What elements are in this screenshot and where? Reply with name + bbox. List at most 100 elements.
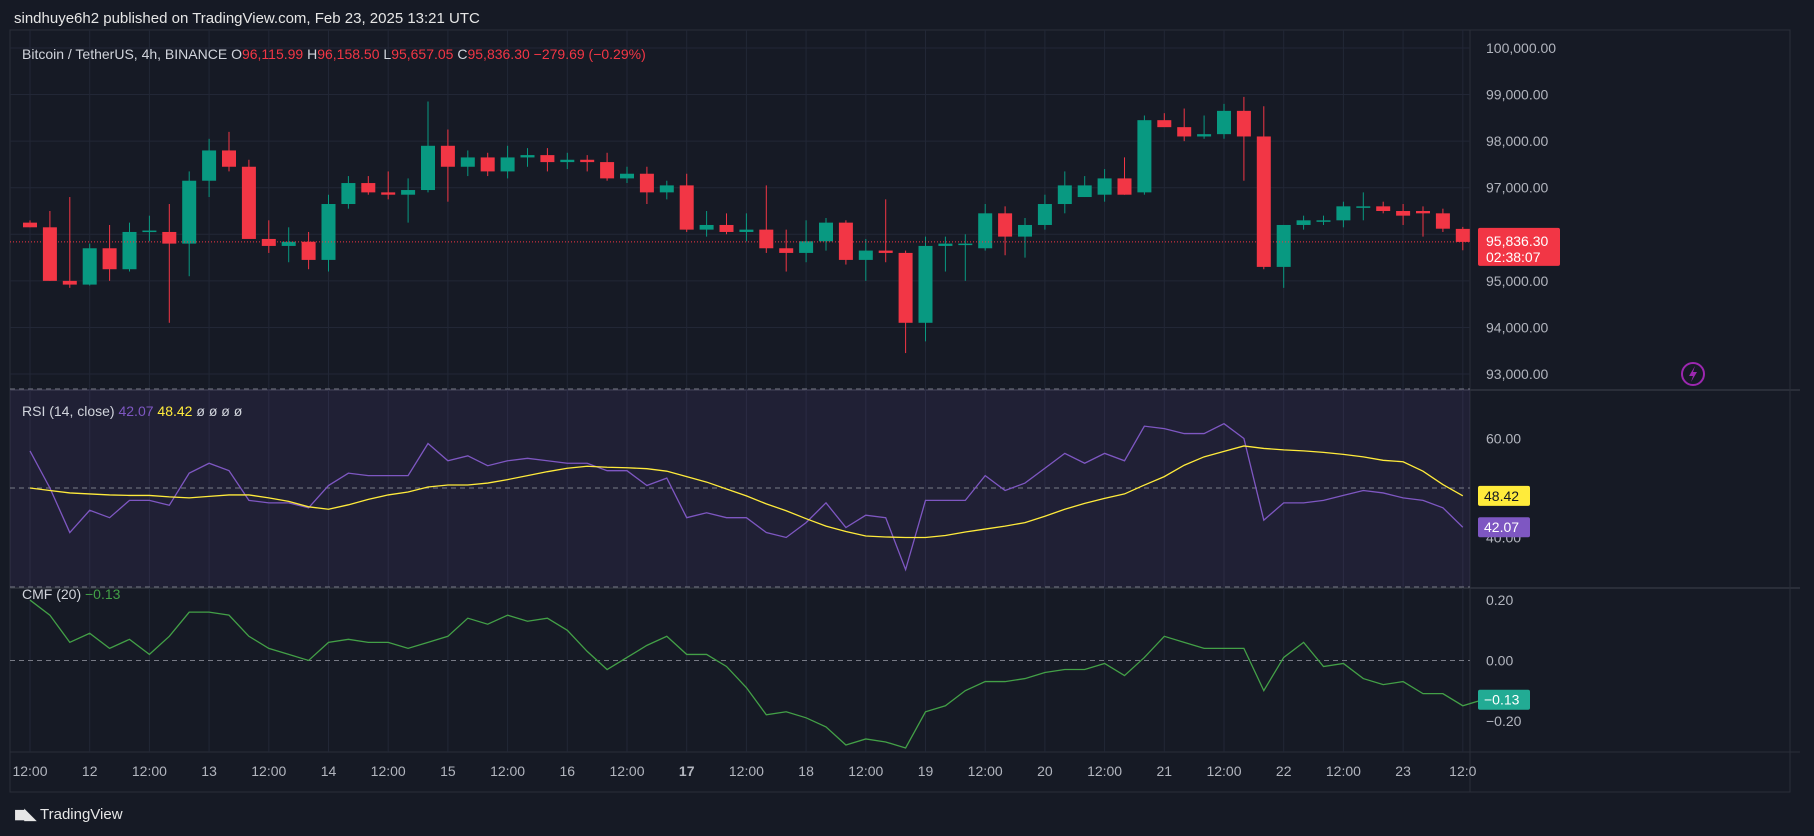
candle-body	[580, 159, 595, 163]
candle-body	[1177, 127, 1192, 137]
candle-body	[341, 183, 356, 205]
rsi-tick-label: 60.00	[1486, 431, 1521, 447]
price-tick-label: 97,000.00	[1486, 180, 1548, 196]
candle-body	[222, 150, 236, 167]
time-axis[interactable]: 12:00 12 12:00 13 12:00 14 12:00 15 12:00 16 12:00…	[12, 763, 1476, 779]
legend-l-label: L	[383, 46, 391, 62]
tradingview-brand[interactable]: ◼◣ TradingView	[14, 805, 123, 824]
time-tick-label: 19	[918, 763, 934, 779]
candle-body	[321, 204, 336, 260]
legend-high: 96,158.50	[317, 46, 383, 62]
countdown-label: 02:38:07	[1486, 249, 1541, 265]
candle-body	[42, 227, 57, 281]
cmf-legend-title: CMF (20)	[22, 586, 85, 602]
candle-body	[1316, 220, 1331, 222]
rsi-ma-line	[29, 445, 1464, 539]
candle-body	[838, 222, 853, 260]
candle-body	[918, 245, 933, 323]
price-axes: 100,000.0099,000.0098,000.0097,000.0096,…	[1478, 40, 1560, 729]
candle-body	[1217, 110, 1231, 135]
time-tick-label: 12:00	[12, 763, 47, 779]
candle-body	[401, 190, 416, 195]
tradingview-logo-icon: ◼◣	[14, 806, 36, 823]
candle-body	[1276, 224, 1291, 267]
outer-border	[9, 29, 1791, 793]
candle-body	[858, 250, 873, 260]
legends: Bitcoin / TetherUS, 4h, BINANCE O96,115.…	[22, 46, 646, 602]
candle-body	[381, 192, 396, 195]
candle-body	[620, 173, 634, 179]
time-tick-label: 12:00	[1206, 763, 1241, 779]
candle-body	[182, 180, 197, 244]
time-tick-label: 23	[1395, 763, 1411, 779]
candle-body	[560, 159, 575, 163]
alert-icon[interactable]	[1681, 362, 1705, 386]
rsi-legend-ma: 48.42	[157, 403, 196, 419]
candle-body	[1256, 136, 1271, 267]
candle-body	[1137, 120, 1152, 193]
candle-body	[62, 280, 77, 285]
legend-close: 95,836.30	[467, 46, 533, 62]
time-tick-label: 12:00	[729, 763, 764, 779]
candlestick-series	[10, 96, 1470, 354]
candle-body	[1057, 185, 1072, 205]
time-tick-label: 18	[798, 763, 814, 779]
rsi-tag	[1478, 517, 1530, 538]
time-tick-label: 16	[560, 763, 576, 779]
time-tick-label: 12:00	[1326, 763, 1361, 779]
candle-body	[23, 222, 37, 228]
candle-body	[261, 238, 276, 246]
candle-body	[421, 145, 435, 191]
time-tick-label: 17	[679, 763, 695, 779]
candle-body	[301, 241, 316, 260]
time-tick-label: 12:00	[968, 763, 1003, 779]
price-tick-label: 98,000.00	[1486, 133, 1548, 149]
price-tick-label: 100,000.00	[1486, 40, 1556, 56]
candle-body	[779, 248, 794, 253]
candle-body	[1077, 185, 1092, 198]
time-tick-label: 13	[201, 763, 217, 779]
candle-body	[600, 162, 615, 179]
cmf-tick-label: 0.00	[1486, 652, 1513, 668]
current-price-label: 95,836.30	[1486, 233, 1548, 249]
cmf-legend-value: −0.13	[85, 586, 121, 602]
candle-body	[719, 224, 734, 232]
time-tick-label: 20	[1037, 763, 1053, 779]
candle-body	[540, 155, 555, 163]
time-tick-label: 12:00	[609, 763, 644, 779]
alert-icon-ring	[1681, 362, 1705, 386]
candle-body	[162, 231, 177, 244]
candle-body	[699, 224, 714, 230]
brand-label: TradingView	[40, 805, 123, 823]
rsi-ma-tag-label: 48.42	[1484, 488, 1519, 504]
candle-body	[1037, 204, 1052, 225]
cmf-pane	[10, 599, 1483, 749]
candle-body	[958, 243, 973, 246]
candle-body	[978, 213, 993, 249]
candle-body	[1157, 120, 1172, 128]
candle-body	[1416, 211, 1430, 214]
price-tick-label: 99,000.00	[1486, 87, 1548, 103]
candle-body	[361, 183, 376, 193]
candle-body	[1236, 110, 1251, 137]
time-tick-label: 12	[82, 763, 98, 779]
candle-body	[1455, 228, 1470, 242]
time-tick-label: 12:0	[1449, 763, 1476, 779]
candle-body	[281, 241, 296, 246]
candle-body	[500, 157, 515, 172]
publisher-line: sindhuye6h2 published on TradingView.com…	[14, 10, 480, 27]
candle-body	[819, 222, 833, 242]
cmf-tag-label: −0.13	[1484, 692, 1520, 708]
rsi-legend-value: 42.07	[118, 403, 157, 419]
time-tick-label: 15	[440, 763, 456, 779]
rsi-legend-na: ø	[209, 403, 221, 419]
time-tick-label: 12:00	[371, 763, 406, 779]
chart-frame	[9, 29, 1800, 793]
candle-body	[938, 243, 953, 246]
candle-body	[520, 155, 535, 158]
price-tick-label: 93,000.00	[1486, 366, 1548, 382]
legend-low: 95,657.05	[391, 46, 457, 62]
legend-change: −279.69 (−0.29%)	[534, 46, 646, 62]
candle-body	[102, 248, 117, 270]
